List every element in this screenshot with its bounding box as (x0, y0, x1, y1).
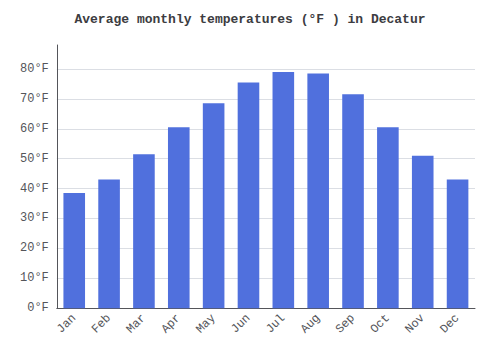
svg-text:Feb: Feb (89, 311, 114, 336)
svg-text:Dec: Dec (437, 311, 462, 336)
svg-text:0°F: 0°F (27, 301, 49, 315)
svg-text:Jan: Jan (54, 311, 79, 336)
svg-text:Jun: Jun (228, 311, 253, 336)
svg-text:60°F: 60°F (20, 122, 49, 136)
svg-text:Oct: Oct (368, 311, 393, 336)
svg-text:40°F: 40°F (20, 182, 49, 196)
svg-text:Sep: Sep (333, 311, 358, 336)
svg-text:Aug: Aug (298, 311, 323, 336)
svg-text:Average monthly temperatures (: Average monthly temperatures (°F ) in De… (74, 12, 425, 27)
svg-text:Apr: Apr (159, 311, 184, 336)
svg-text:Jul: Jul (263, 311, 288, 336)
svg-text:Mar: Mar (124, 311, 149, 336)
svg-text:May: May (193, 311, 218, 336)
svg-text:80°F: 80°F (20, 62, 49, 76)
svg-text:70°F: 70°F (20, 92, 49, 106)
svg-text:30°F: 30°F (20, 211, 49, 225)
svg-text:50°F: 50°F (20, 152, 49, 166)
svg-text:Nov: Nov (403, 311, 428, 336)
svg-text:10°F: 10°F (20, 271, 49, 285)
svg-text:20°F: 20°F (20, 241, 49, 255)
